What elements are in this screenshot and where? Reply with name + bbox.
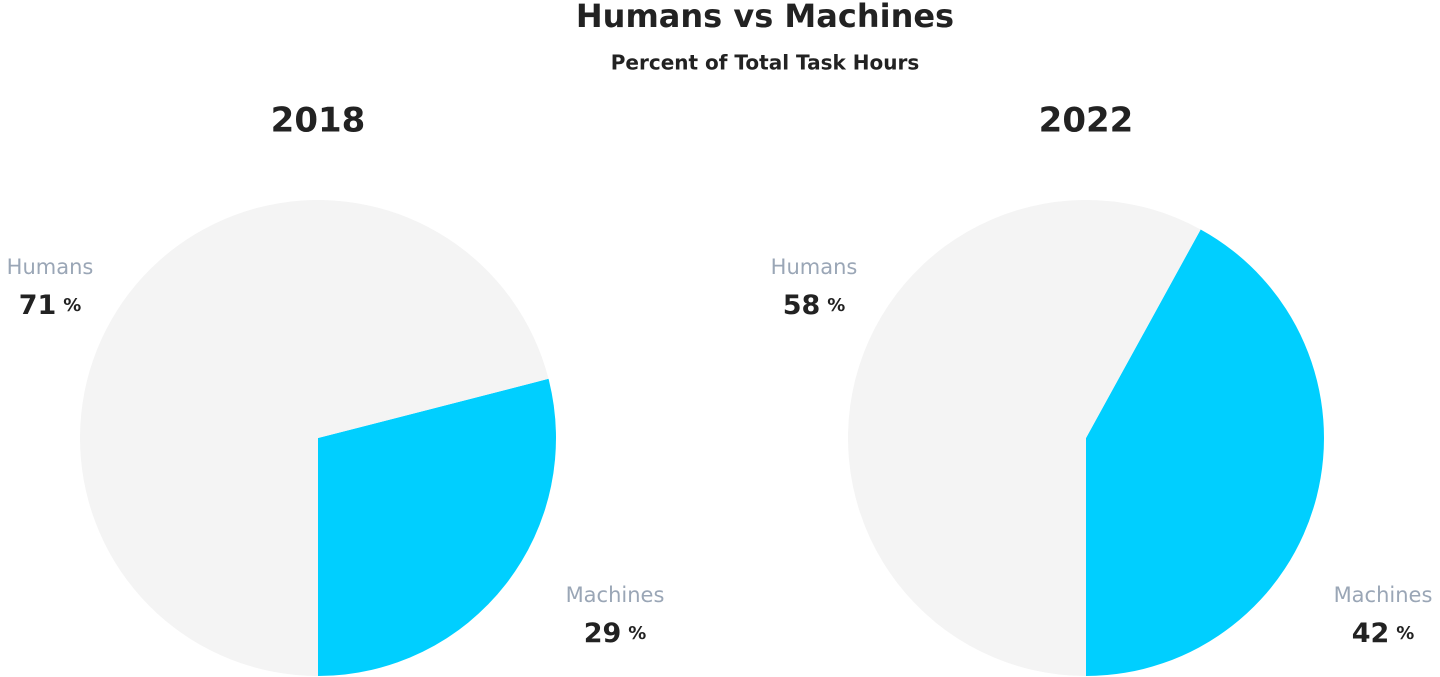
value-suffix: % [628, 623, 646, 644]
value-number: 29 [584, 618, 622, 649]
slice-label: Machines [566, 583, 665, 607]
slice-label: Machines [1334, 583, 1433, 607]
slice-value: 58% [783, 290, 846, 321]
pie-slice [1086, 229, 1324, 676]
slice-value: 29% [584, 618, 647, 649]
slice-value: 42% [1352, 618, 1415, 649]
value-suffix: % [827, 295, 845, 316]
slice-label: Humans [7, 255, 94, 279]
pie-slice [318, 378, 556, 676]
chart-title: 2018 [271, 101, 366, 141]
subtitle: Percent of Total Task Hours [611, 51, 920, 75]
value-number: 42 [1352, 618, 1390, 649]
pie-slice [79, 200, 549, 677]
value-number: 58 [783, 290, 821, 321]
chart-title: 2022 [1039, 101, 1134, 141]
slice-value: 71% [19, 290, 82, 321]
title: Humans vs Machines [576, 0, 954, 35]
slice-label: Humans [771, 255, 858, 279]
value-number: 71 [19, 290, 57, 321]
value-suffix: % [63, 295, 81, 316]
value-suffix: % [1396, 623, 1414, 644]
pie-slice [848, 200, 1201, 676]
